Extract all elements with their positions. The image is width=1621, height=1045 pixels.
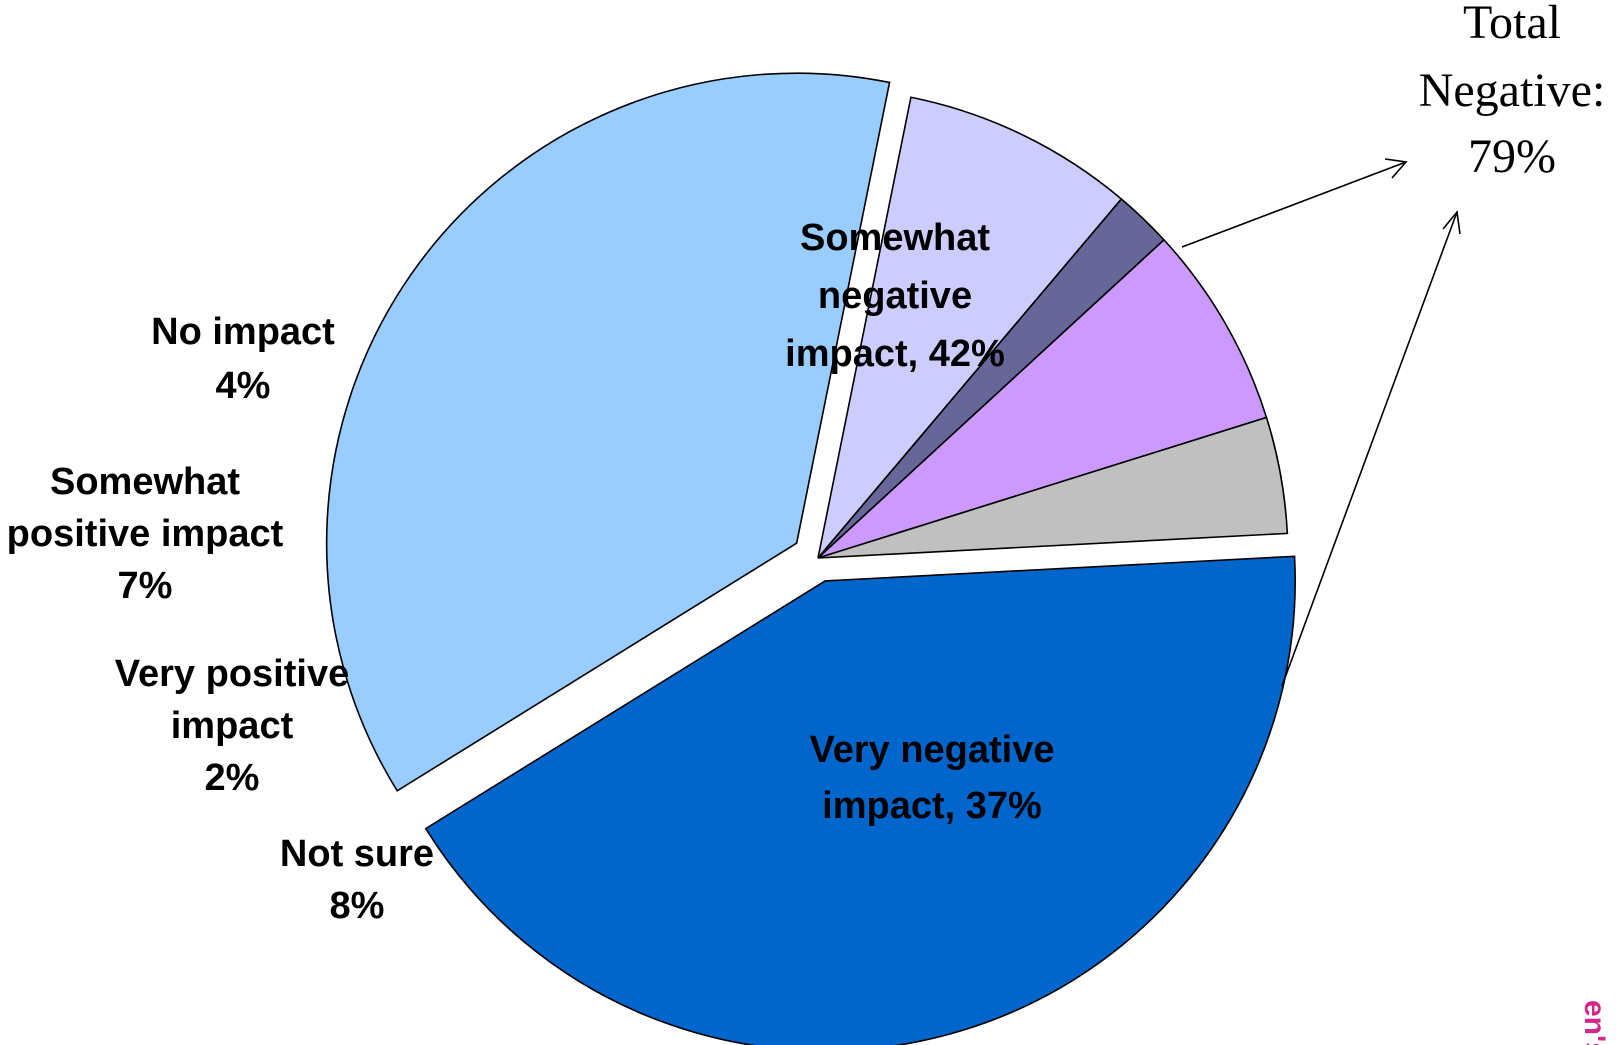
- label-line: positive impact: [7, 513, 284, 555]
- callout-line-2: Negative:: [1419, 64, 1606, 117]
- label-line: No impact: [151, 311, 335, 353]
- corner-logo-text: en's: [1578, 1000, 1611, 1045]
- callout-arrow-line-1: [1181, 161, 1407, 248]
- label-line: negative: [818, 275, 972, 317]
- label-not-sure: Not sure 8%: [280, 833, 434, 927]
- label-very-positive: Very positive impact 2%: [115, 653, 349, 799]
- label-somewhat-negative: Somewhat negative impact, 42%: [785, 217, 1005, 375]
- callout-line-3: 79%: [1468, 130, 1556, 183]
- label-line: Not sure: [280, 833, 434, 875]
- label-very-negative: Very negative impact, 37%: [809, 729, 1054, 827]
- slice-labels: Somewhat negative impact, 42% Very negative…: [7, 217, 1055, 927]
- slice-somewhat-positive: [817, 238, 1268, 559]
- total-negative-callout: Total Negative: 79%: [1181, 0, 1606, 687]
- pie-slices: [325, 72, 1296, 1045]
- callout-arrowhead-1: [1384, 158, 1408, 179]
- label-line: Somewhat: [50, 461, 240, 503]
- label-line: Very positive: [115, 653, 349, 695]
- slice-no-impact: [817, 416, 1289, 559]
- slice-very-negative: [325, 72, 891, 792]
- label-line: impact, 42%: [785, 333, 1005, 375]
- label-line: impact, 37%: [822, 785, 1042, 827]
- label-line: 4%: [216, 365, 271, 407]
- label-line: 7%: [118, 565, 173, 607]
- label-no-impact: No impact 4%: [151, 311, 335, 407]
- label-line: 2%: [205, 757, 260, 799]
- label-line: Very negative: [809, 729, 1054, 771]
- label-somewhat-positive: Somewhat positive impact 7%: [7, 461, 284, 607]
- label-line: impact: [171, 705, 294, 747]
- callout-arrow-line-2: [1281, 211, 1458, 687]
- slice-somewhat-negative: [424, 555, 1296, 1045]
- label-line: 8%: [330, 885, 385, 927]
- callout-arrowhead-2: [1442, 210, 1461, 235]
- label-line: Somewhat: [800, 217, 990, 259]
- callout-line-1: Total: [1463, 0, 1561, 49]
- slice-not-sure: [817, 96, 1123, 559]
